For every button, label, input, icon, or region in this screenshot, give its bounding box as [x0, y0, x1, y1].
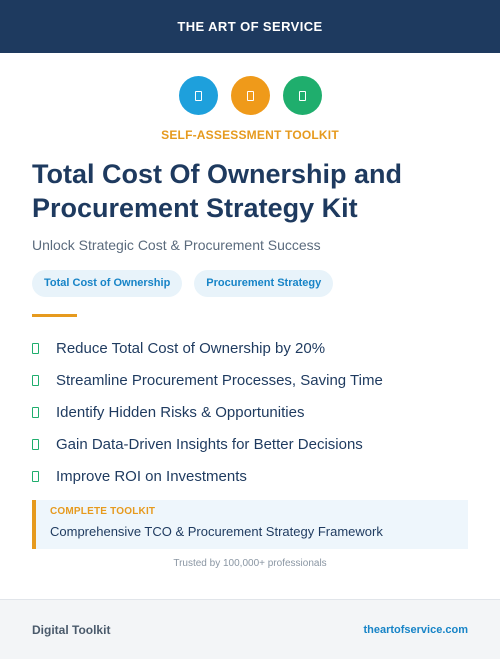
list-item: Improve ROI on Investments — [32, 460, 383, 492]
document-icon — [178, 76, 218, 115]
list-item: Streamline Procurement Processes, Saving… — [32, 364, 383, 396]
callout-description: Comprehensive TCO & Procurement Strategy… — [50, 524, 383, 539]
checklist-icon — [282, 76, 322, 115]
benefit-text: Streamline Procurement Processes, Saving… — [56, 371, 383, 389]
check-icon — [32, 406, 39, 418]
page-footer: Digital Toolkit theartofservice.com — [0, 599, 500, 659]
brand-name: THE ART OF SERVICE — [177, 19, 323, 34]
section-divider — [32, 314, 77, 317]
tag-list: Total Cost of Ownership Procurement Stra… — [32, 270, 334, 297]
kicker-label: SELF-ASSESSMENT TOOLKIT — [161, 128, 339, 142]
trusted-note: Trusted by 100,000+ professionals — [173, 558, 327, 569]
footer-label: Digital Toolkit — [32, 622, 111, 637]
list-item: Gain Data-Driven Insights for Better Dec… — [32, 428, 383, 460]
benefit-text: Identify Hidden Risks & Opportunities — [56, 403, 305, 421]
toolkit-callout: COMPLETE TOOLKIT Comprehensive TCO & Pro… — [32, 500, 468, 549]
benefit-list: Reduce Total Cost of Ownership by 20% St… — [32, 332, 383, 492]
subtitle: Unlock Strategic Cost & Procurement Succ… — [32, 237, 321, 253]
list-item: Reduce Total Cost of Ownership by 20% — [32, 332, 383, 364]
page-title: Total Cost Of Ownership and Procurement … — [32, 159, 403, 223]
tag-tco: Total Cost of Ownership — [32, 270, 183, 297]
callout-label: COMPLETE TOOLKIT — [50, 506, 156, 517]
check-icon — [32, 438, 39, 450]
website-link[interactable]: theartofservice.com — [363, 623, 468, 636]
tag-procurement: Procurement Strategy — [194, 270, 334, 297]
page-header: THE ART OF SERVICE — [0, 0, 500, 53]
list-item: Identify Hidden Risks & Opportunities — [32, 396, 383, 428]
benefit-text: Reduce Total Cost of Ownership by 20% — [56, 339, 326, 357]
benefit-text: Improve ROI on Investments — [56, 467, 247, 485]
check-icon — [32, 342, 39, 354]
clipboard-icon — [230, 76, 270, 115]
check-icon — [32, 470, 39, 482]
check-icon — [32, 374, 39, 386]
icon-row — [0, 76, 500, 115]
benefit-text: Gain Data-Driven Insights for Better Dec… — [56, 435, 363, 453]
